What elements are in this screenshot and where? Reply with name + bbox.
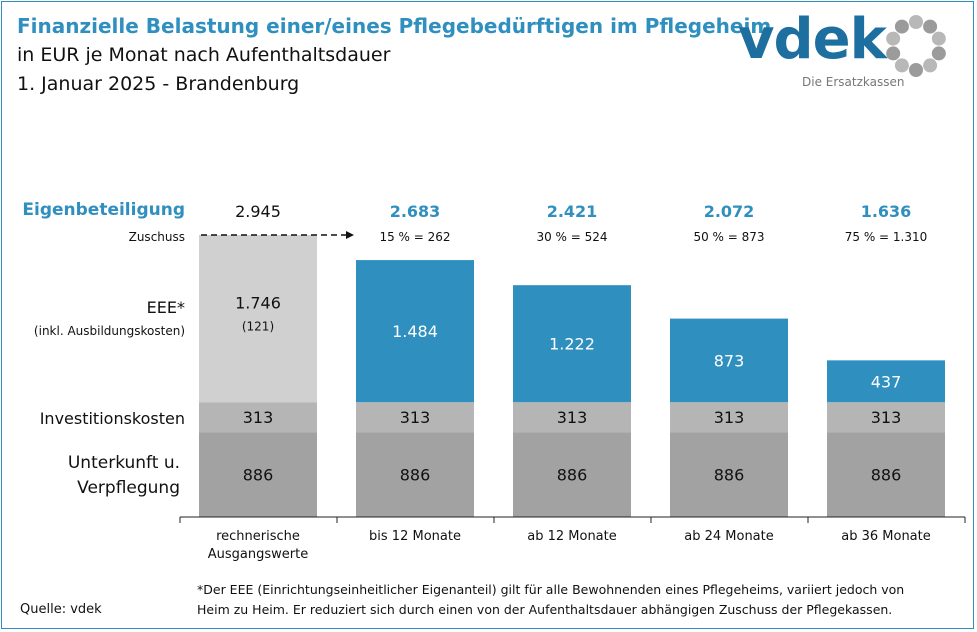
row-label-eigenbeteiligung: Eigenbeteiligung bbox=[22, 200, 185, 220]
category-label: ab 36 Monate bbox=[841, 529, 931, 544]
label-eee: 1.746 bbox=[235, 294, 281, 313]
bar-unterkunft bbox=[827, 432, 945, 517]
label-eee: 437 bbox=[871, 372, 902, 391]
bar-investition bbox=[827, 402, 945, 433]
row-label-eee-sub: (inkl. Ausbildungskosten) bbox=[34, 324, 185, 338]
logo-ring-dot bbox=[886, 31, 901, 46]
logo-ring-dot bbox=[923, 19, 938, 34]
vdek-logo: vdek bbox=[738, 7, 887, 72]
label-eee: 873 bbox=[714, 351, 745, 370]
bar-eee bbox=[670, 318, 788, 403]
label-zuschuss: 50 % = 873 bbox=[693, 230, 764, 244]
bar-unterkunft bbox=[670, 432, 788, 517]
category-label: ab 12 Monate bbox=[527, 529, 617, 544]
logo-ring-dot bbox=[931, 46, 946, 61]
label-eee: 1.484 bbox=[392, 322, 438, 341]
bar-eee bbox=[199, 235, 317, 403]
category-label: bis 12 Monate bbox=[369, 529, 461, 544]
chart-title: Finanzielle Belastung einer/eines Pflege… bbox=[17, 14, 772, 38]
bar-eee bbox=[356, 260, 474, 403]
bar-investition bbox=[513, 402, 631, 433]
label-eigenbeteiligung: 2.683 bbox=[390, 202, 441, 221]
category-label: ab 24 Monate bbox=[684, 529, 774, 544]
logo-ring-dot bbox=[886, 46, 901, 61]
row-label-unterkunft: Verpflegung bbox=[77, 478, 180, 498]
category-label: rechnerische bbox=[216, 529, 300, 544]
zuschuss-arrowhead bbox=[346, 231, 354, 239]
row-label-investition: Investitionskosten bbox=[40, 409, 185, 428]
label-eee: 1.222 bbox=[549, 335, 595, 354]
bar-investition bbox=[199, 402, 317, 433]
label-investition: 313 bbox=[714, 408, 745, 427]
logo-ring-dot bbox=[909, 63, 923, 77]
bar-unterkunft bbox=[513, 432, 631, 517]
vdek-logo-tagline: Die Ersatzkassen bbox=[802, 75, 905, 89]
footnote: *Der EEE (Einrichtungseinheitlicher Eige… bbox=[197, 582, 905, 617]
label-unterkunft: 886 bbox=[557, 466, 588, 485]
label-unterkunft: 886 bbox=[714, 466, 745, 485]
category-label: Ausgangswerte bbox=[208, 547, 308, 562]
label-eee-note: (121) bbox=[242, 320, 274, 334]
label-zuschuss: 15 % = 262 bbox=[379, 230, 450, 244]
label-unterkunft: 886 bbox=[400, 466, 431, 485]
label-unterkunft: 886 bbox=[871, 466, 902, 485]
bar-investition bbox=[356, 402, 474, 433]
chart-date-region: 1. Januar 2025 - Brandenburg bbox=[17, 73, 300, 95]
row-label-eee: EEE* bbox=[147, 298, 185, 317]
bar-unterkunft bbox=[356, 432, 474, 517]
logo-ring-dot bbox=[923, 58, 938, 73]
bar-eee bbox=[827, 360, 945, 403]
label-investition: 313 bbox=[871, 408, 902, 427]
source-note: Quelle: vdek bbox=[20, 602, 102, 617]
row-label-unterkunft: Unterkunft u. bbox=[68, 453, 180, 473]
logo-ring-dot bbox=[894, 58, 909, 73]
logo-ring-dot bbox=[894, 19, 909, 34]
logo-ring-dot bbox=[909, 15, 923, 29]
logo-ring-dot bbox=[931, 31, 946, 46]
row-label-zuschuss: Zuschuss bbox=[129, 230, 185, 244]
vdek-logo-ring-icon bbox=[886, 15, 946, 77]
chart-subtitle: in EUR je Monat nach Aufenthaltsdauer bbox=[17, 44, 391, 66]
bar-eee bbox=[513, 285, 631, 403]
label-eigenbeteiligung: 2.421 bbox=[547, 202, 598, 221]
label-investition: 313 bbox=[557, 408, 588, 427]
label-eigenbeteiligung: 2.072 bbox=[704, 202, 755, 221]
label-eigenbeteiligung: 1.636 bbox=[861, 202, 912, 221]
label-investition: 313 bbox=[400, 408, 431, 427]
label-zuschuss: 30 % = 524 bbox=[536, 230, 607, 244]
label-investition: 313 bbox=[243, 408, 274, 427]
label-unterkunft: 886 bbox=[243, 466, 274, 485]
bar-unterkunft bbox=[199, 432, 317, 517]
bar-investition bbox=[670, 402, 788, 433]
label-eigenbeteiligung: 2.945 bbox=[235, 202, 281, 221]
label-zuschuss: 75 % = 1.310 bbox=[845, 230, 928, 244]
